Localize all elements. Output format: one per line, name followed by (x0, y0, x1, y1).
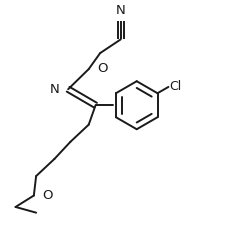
Text: O: O (42, 189, 53, 202)
Text: O: O (97, 62, 107, 75)
Text: N: N (115, 4, 125, 17)
Text: Cl: Cl (169, 80, 181, 94)
Text: N: N (49, 83, 59, 96)
